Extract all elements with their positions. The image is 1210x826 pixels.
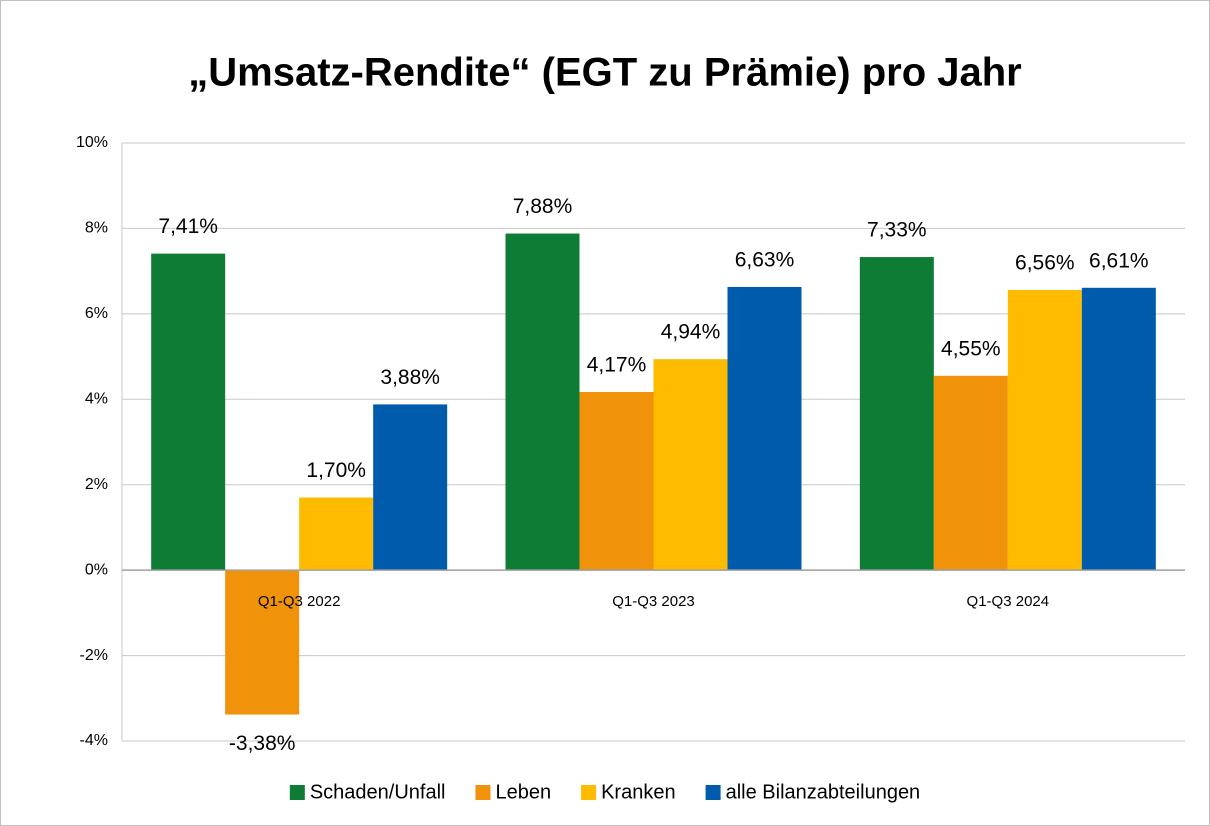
y-tick-label: 6% bbox=[85, 305, 108, 322]
data-label: 4,94% bbox=[661, 321, 721, 344]
legend-swatch bbox=[475, 785, 491, 800]
y-tick-label: -4% bbox=[80, 732, 108, 749]
x-tick-label: Q1-Q3 2024 bbox=[967, 593, 1050, 610]
bar bbox=[727, 286, 802, 571]
data-label: 7,41% bbox=[158, 215, 218, 238]
data-label: -3,38% bbox=[229, 732, 296, 755]
bar bbox=[933, 375, 1008, 571]
legend-label: Kranken bbox=[601, 781, 676, 803]
bar bbox=[373, 404, 448, 571]
data-label: 7,88% bbox=[513, 195, 573, 218]
data-label: 3,88% bbox=[380, 366, 440, 389]
chart-title: „Umsatz-Rendite“ (EGT zu Prämie) pro Jah… bbox=[188, 51, 1021, 95]
bar bbox=[299, 497, 374, 571]
data-label: 1,70% bbox=[306, 459, 366, 482]
legend-swatch bbox=[289, 785, 305, 800]
legend-swatch bbox=[705, 785, 721, 800]
data-label: 7,33% bbox=[867, 219, 927, 242]
x-tick-label: Q1-Q3 2022 bbox=[258, 593, 341, 610]
legend-label: Leben bbox=[495, 781, 551, 803]
bar bbox=[859, 257, 934, 571]
x-tick-label: Q1-Q3 2023 bbox=[612, 593, 695, 610]
bar bbox=[505, 233, 580, 571]
data-label: 4,55% bbox=[941, 337, 1001, 360]
bar bbox=[1007, 289, 1082, 571]
y-tick-label: 0% bbox=[85, 561, 108, 578]
legend-swatch bbox=[581, 785, 597, 800]
bar bbox=[653, 359, 728, 571]
y-tick-label: -2% bbox=[80, 647, 108, 664]
y-tick-label: 10% bbox=[76, 134, 108, 151]
bar bbox=[579, 392, 654, 571]
data-label: 6,61% bbox=[1089, 249, 1149, 272]
bar bbox=[1081, 287, 1156, 571]
y-tick-label: 2% bbox=[85, 476, 108, 493]
legend-label: Schaden/Unfall bbox=[310, 781, 446, 803]
data-label: 4,17% bbox=[587, 354, 647, 377]
data-label: 6,63% bbox=[735, 248, 795, 271]
bar bbox=[225, 570, 300, 715]
data-label: 6,56% bbox=[1015, 251, 1075, 274]
legend-label: alle Bilanzabteilungen bbox=[726, 781, 921, 803]
bar bbox=[151, 253, 226, 571]
y-tick-label: 4% bbox=[85, 391, 108, 408]
y-tick-label: 8% bbox=[85, 220, 108, 237]
